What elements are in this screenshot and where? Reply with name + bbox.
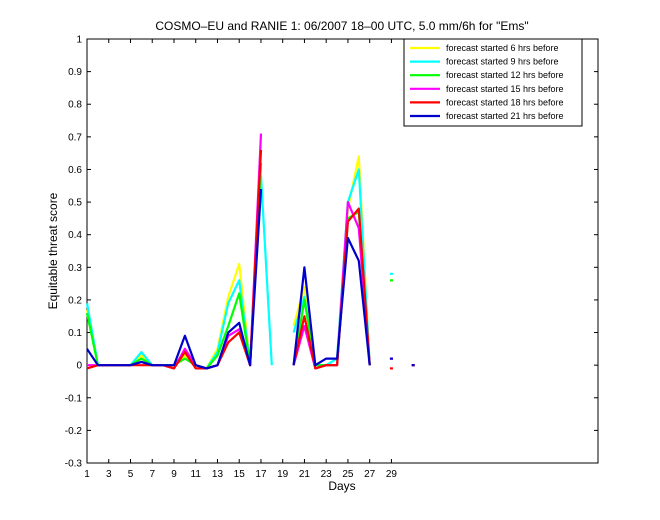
- y-tick-label: 0.6: [68, 165, 82, 176]
- legend-box: [403, 38, 583, 127]
- x-tick-label: 7: [149, 469, 155, 480]
- y-tick-label: 0.3: [68, 263, 82, 274]
- x-tick-label: 17: [255, 469, 267, 480]
- legend-entry: forecast started 21 hrs before: [446, 111, 564, 121]
- x-axis-label: Days: [328, 479, 355, 493]
- series-line: [292, 207, 371, 370]
- x-tick-label: 1: [84, 469, 90, 480]
- x-tick-label: 19: [277, 469, 289, 480]
- legend-entry: forecast started 12 hrs before: [446, 70, 564, 80]
- x-tick-label: 5: [128, 469, 134, 480]
- x-axis: 1 3 5 7 9 11 13 15 17 19 21 23 25 27 29: [84, 39, 397, 480]
- x-tick-label: 13: [212, 469, 224, 480]
- legend: forecast started 6 hrs before forecast st…: [403, 38, 583, 127]
- y-tick-label: 0.7: [68, 132, 82, 143]
- y-tick-label: 0.2: [68, 295, 82, 306]
- x-tick-label: 29: [386, 469, 398, 480]
- series-group: [85, 133, 415, 370]
- x-tick-label: 21: [299, 469, 311, 480]
- y-tick-label: 0.4: [68, 230, 82, 241]
- x-tick-label: 9: [171, 469, 177, 480]
- y-tick-label: 0.1: [68, 328, 82, 339]
- x-tick-label: 23: [321, 469, 333, 480]
- legend-entry: forecast started 15 hrs before: [446, 84, 564, 94]
- y-tick-label: 0.5: [68, 198, 82, 209]
- x-tick-label: 3: [106, 469, 112, 480]
- x-tick-label: 11: [191, 469, 202, 480]
- y-axis-label: Equitable threat score: [46, 192, 60, 309]
- y-tick-label: -0.2: [65, 426, 83, 437]
- y-tick-label: 1: [76, 35, 82, 46]
- y-tick-label: 0.8: [68, 100, 82, 111]
- y-tick-label: -0.1: [65, 393, 83, 404]
- x-tick-label: 25: [342, 469, 354, 480]
- y-tick-label: -0.3: [65, 459, 83, 470]
- chart-title: COSMO–EU and RANIE 1: 06/2007 18–00 UTC,…: [155, 19, 528, 33]
- x-tick-label: 27: [364, 469, 376, 480]
- y-tick-label: 0.9: [68, 67, 82, 78]
- legend-entry: forecast started 6 hrs before: [446, 43, 559, 53]
- legend-entry: forecast started 18 hrs before: [446, 97, 564, 107]
- x-tick-label: 15: [234, 469, 246, 480]
- y-axis: -0.3 -0.2 -0.1 0 0.1 0.2 0.3 0.4 0.5 0.6 0.7 0.8 0.9…: [65, 35, 598, 470]
- legend-entry: forecast started 9 hrs before: [446, 57, 559, 67]
- series-line: [292, 236, 371, 367]
- y-tick-label: 0: [76, 361, 82, 372]
- series-line: [86, 188, 263, 370]
